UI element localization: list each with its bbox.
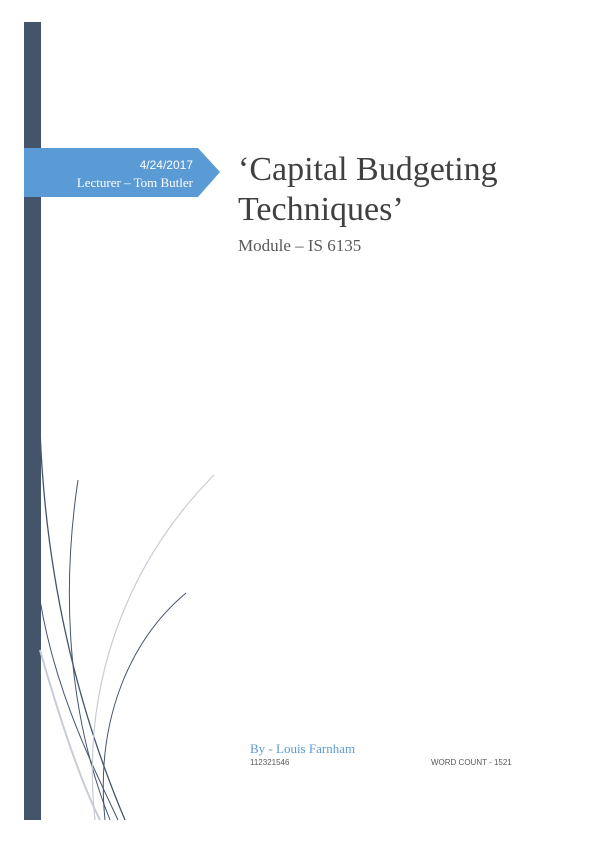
title-line: Techniques’ [238, 191, 404, 228]
swirls [39, 429, 215, 821]
author: By - Louis Farnham [250, 741, 356, 756]
subtitle: Module – IS 6135 [238, 236, 362, 255]
title: ‘Capital Budgeting Techniques’ [238, 150, 498, 230]
date: 4/24/2017 [139, 158, 193, 172]
student-id: 112321546 [250, 758, 290, 767]
side-bar [24, 22, 41, 820]
title-line: ‘Capital Budgeting [238, 151, 498, 188]
banner [24, 148, 220, 197]
word-count: WORD COUNT - 1521 [431, 758, 512, 767]
lecturer: Lecturer – Tom Butler [76, 175, 193, 190]
